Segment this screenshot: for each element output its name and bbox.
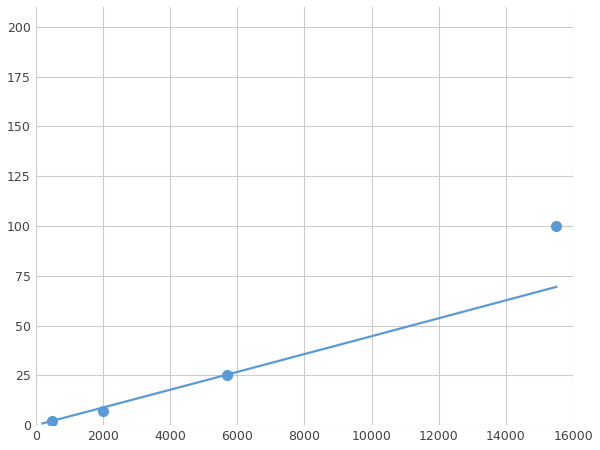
Point: [223, 372, 232, 379]
Point: [98, 408, 107, 415]
Point: [551, 222, 561, 230]
Point: [47, 418, 57, 425]
